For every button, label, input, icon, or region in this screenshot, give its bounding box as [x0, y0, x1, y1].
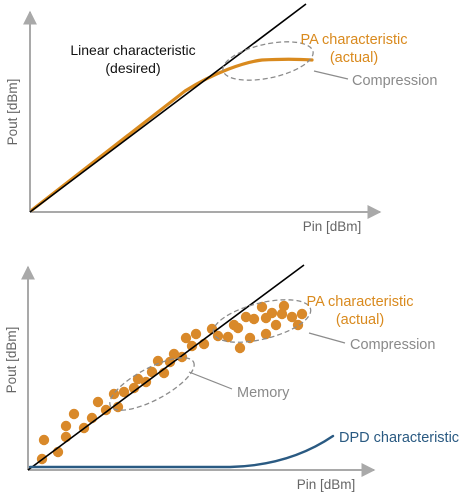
pa-sample-dot: [60, 431, 72, 443]
pa-sample-dot: [68, 408, 80, 420]
pa-sample-dot: [266, 307, 278, 319]
memory-leader: [188, 371, 233, 390]
pa-sample-dot: [248, 313, 260, 325]
pa-sample-dot: [190, 328, 202, 340]
top-compression-ellipse: [222, 41, 314, 81]
pa-sample-dot: [180, 332, 192, 344]
bottom-pa-label-line2: (actual): [336, 312, 384, 328]
dpd-curve: [28, 434, 335, 469]
pa-sample-dot: [296, 308, 308, 320]
top-pa-curve: [30, 57, 314, 212]
pa-sample-dot: [278, 300, 290, 312]
pa-sample-dot: [186, 340, 198, 352]
bottom-pa-label-line1: PA characteristic: [307, 294, 414, 310]
top-pa-label-line2: (actual): [330, 50, 378, 66]
top-y-axis-label: Pout [dBm]: [5, 79, 20, 146]
memory-ellipse: [109, 357, 195, 411]
compression-ellipse: [212, 299, 312, 343]
pa-sample-dot: [270, 319, 282, 331]
pa-sample-dot: [292, 319, 304, 331]
pa-sample-dot: [108, 388, 120, 400]
pa-sample-dot: [232, 322, 244, 334]
pa-sample-dot: [256, 301, 268, 313]
pa-sample-dot: [286, 311, 298, 323]
dpd-label: DPD characteristic: [339, 430, 459, 446]
top-diagram: Linear characteristic (desired) PA chara…: [5, 3, 437, 234]
pa-sample-dot: [260, 328, 272, 340]
bottom-compression-label: Compression: [350, 337, 435, 353]
pa-sample-dot: [92, 396, 104, 408]
bottom-y-axis-label: Pout [dBm]: [4, 327, 19, 394]
pa-sample-dot: [240, 311, 252, 323]
pa-sample-dot: [128, 382, 140, 394]
pa-sample-dot: [60, 420, 72, 432]
bottom-x-axis-label: Pin [dBm]: [297, 477, 356, 492]
top-linear-label-line2: (desired): [105, 60, 160, 76]
pa-sample-dot: [198, 338, 210, 350]
pa-sample-dot: [38, 434, 50, 446]
pa-sample-dot: [146, 366, 158, 378]
top-pa-label-line1: PA characteristic: [301, 32, 408, 48]
pa-sample-dot: [276, 308, 288, 320]
top-compression-label: Compression: [352, 73, 437, 89]
pa-sample-dot: [234, 342, 246, 354]
bottom-pa-dots: [36, 300, 308, 465]
top-compression-leader: [313, 70, 349, 80]
bottom-linear-line: [27, 264, 305, 471]
pa-sample-dot: [222, 331, 234, 343]
top-linear-line: [29, 3, 307, 213]
memory-label: Memory: [237, 385, 290, 401]
pa-sample-dot: [132, 373, 144, 385]
pa-sample-dot: [100, 404, 112, 416]
top-x-axis-label: Pin [dBm]: [303, 219, 362, 234]
compression-leader: [308, 332, 346, 344]
pa-sample-dot: [152, 355, 164, 367]
bottom-diagram: PA characteristic (actual) Compression M…: [4, 264, 459, 492]
pa-sample-dot: [118, 386, 130, 398]
top-linear-label-line1: Linear characteristic: [70, 42, 195, 58]
pa-sample-dot: [212, 330, 224, 342]
pa-sample-dot: [168, 348, 180, 360]
pa-sample-dot: [244, 332, 256, 344]
